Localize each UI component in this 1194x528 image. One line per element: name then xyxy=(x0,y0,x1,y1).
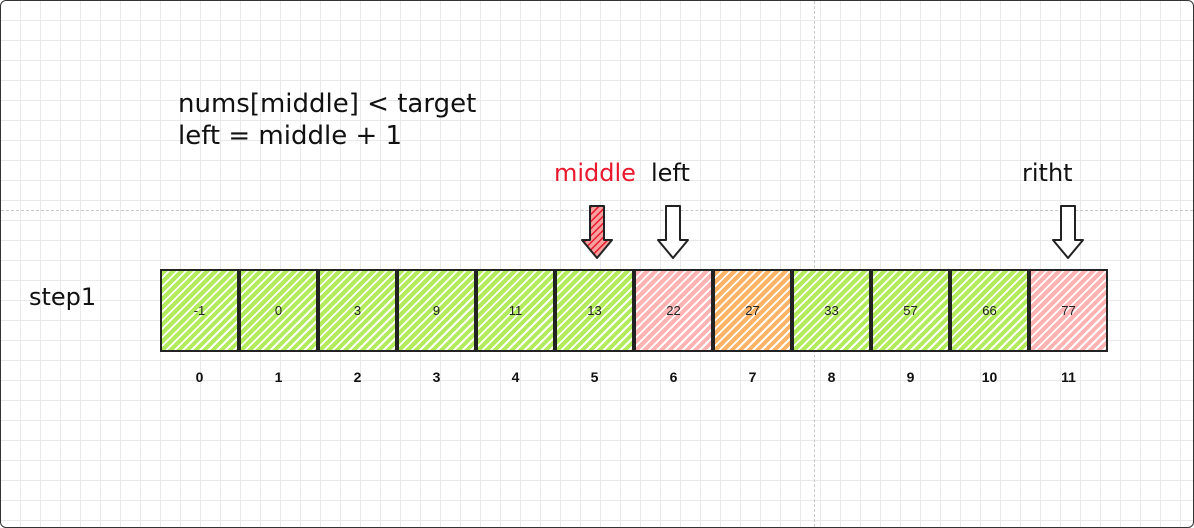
array-index-label: 8 xyxy=(827,369,836,385)
array-index-label: 11 xyxy=(1061,369,1076,385)
array-index-label: 4 xyxy=(511,369,520,385)
array-cell: 77 xyxy=(1029,269,1108,352)
array-cell: 57 xyxy=(871,269,950,352)
array-cell: 9 xyxy=(397,269,476,352)
array-cell: -1 xyxy=(160,269,239,352)
middle-arrow-icon xyxy=(581,205,613,259)
array-index-label: 1 xyxy=(274,369,283,385)
array-cell: 22 xyxy=(634,269,713,352)
array-cells: -1 0 3 9 11 13 22 27 33 57 66 77 xyxy=(160,269,1108,352)
array-index-label: 0 xyxy=(195,369,204,385)
right-arrow-icon xyxy=(1052,205,1084,259)
array-index-label: 3 xyxy=(432,369,441,385)
array-index-label: 5 xyxy=(590,369,599,385)
array-cell: 3 xyxy=(318,269,397,352)
array-index-label: 9 xyxy=(906,369,915,385)
array-index-label: 7 xyxy=(748,369,757,385)
assignment-text: left = middle + 1 xyxy=(178,121,403,151)
array-index-label: 2 xyxy=(353,369,362,385)
dashed-guide-vertical xyxy=(814,1,815,527)
array-cell: 0 xyxy=(239,269,318,352)
array-cell: 27 xyxy=(713,269,792,352)
condition-text: nums[middle] < target xyxy=(178,89,477,119)
array-cell: 66 xyxy=(950,269,1029,352)
array-index-label: 6 xyxy=(669,369,678,385)
middle-pointer-label: middle xyxy=(554,159,636,187)
array-cell: 11 xyxy=(476,269,555,352)
right-pointer-label: ritht xyxy=(1022,159,1073,187)
step-label: step1 xyxy=(29,283,97,311)
array-index-label: 10 xyxy=(981,369,998,385)
left-pointer-label: left xyxy=(651,159,690,187)
left-arrow-icon xyxy=(657,205,689,259)
array-cell: 13 xyxy=(555,269,634,352)
array-cell: 33 xyxy=(792,269,871,352)
